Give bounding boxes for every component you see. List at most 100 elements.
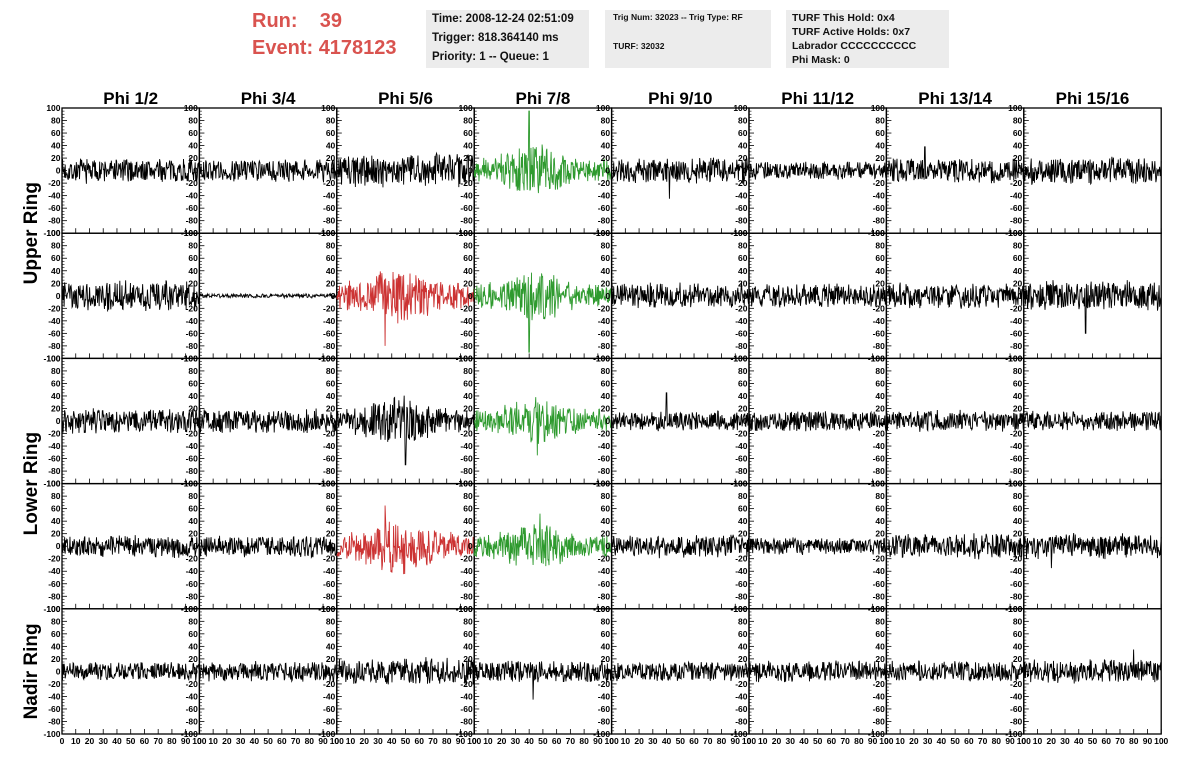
waveform-trace <box>61 408 200 434</box>
y-tick-label: -40 <box>48 191 61 201</box>
y-tick-label: -60 <box>598 328 611 338</box>
y-tick-label: -60 <box>323 579 336 589</box>
y-tick-label: 100 <box>596 228 610 238</box>
y-tick-label: -80 <box>1010 466 1023 476</box>
y-tick-label: -60 <box>873 328 886 338</box>
y-tick-label: -60 <box>873 454 886 464</box>
y-tick-label: 80 <box>51 366 61 376</box>
y-tick-label: -60 <box>1010 454 1023 464</box>
y-tick-label: -20 <box>323 554 336 564</box>
y-tick-label: 80 <box>738 491 748 501</box>
y-tick-label: -20 <box>735 429 748 439</box>
y-tick-label: -40 <box>460 441 473 451</box>
y-tick-label: 40 <box>1013 391 1023 401</box>
y-tick-label: -80 <box>1010 216 1023 226</box>
y-tick-label: 80 <box>463 491 473 501</box>
y-tick-label: -60 <box>873 704 886 714</box>
y-tick-label: 80 <box>1013 616 1023 626</box>
y-tick-label: 60 <box>1013 629 1023 639</box>
x-tick-label: 20 <box>1047 736 1057 746</box>
y-tick-label: 100 <box>596 103 610 113</box>
y-tick-label: 60 <box>326 378 336 388</box>
y-tick-label: 40 <box>188 266 198 276</box>
ring-label: Nadir Ring <box>21 623 42 719</box>
x-tick-label: 0 <box>747 736 752 746</box>
x-tick-label: 70 <box>840 736 850 746</box>
y-tick-label: 100 <box>1008 228 1022 238</box>
column-header: Phi 5/6 <box>378 89 433 108</box>
x-tick-label: 70 <box>291 736 301 746</box>
x-tick-label: 80 <box>717 736 727 746</box>
waveform-trace <box>61 157 200 184</box>
y-tick-label: 80 <box>601 241 611 251</box>
y-tick-label: 0 <box>468 541 473 551</box>
y-tick-label: 80 <box>1013 366 1023 376</box>
x-tick-label: 90 <box>456 736 466 746</box>
y-tick-label: -60 <box>598 454 611 464</box>
y-tick-label: 40 <box>326 266 336 276</box>
y-tick-label: 60 <box>463 253 473 263</box>
x-tick-label: 0 <box>60 736 65 746</box>
y-tick-label: 40 <box>875 516 885 526</box>
y-tick-label: 20 <box>601 403 611 413</box>
y-tick-label: -40 <box>460 691 473 701</box>
y-tick-label: 100 <box>184 103 198 113</box>
x-tick-label: 100 <box>605 736 619 746</box>
waveform-trace <box>473 272 613 353</box>
y-tick-label: -80 <box>323 341 336 351</box>
y-tick-label: 0 <box>743 666 748 676</box>
y-tick-label: -20 <box>460 178 473 188</box>
y-tick-label: 20 <box>326 403 336 413</box>
y-tick-label: -80 <box>735 216 748 226</box>
y-tick-label: -40 <box>1010 566 1023 576</box>
y-tick-label: 60 <box>188 128 198 138</box>
y-tick-label: 60 <box>463 629 473 639</box>
y-tick-label: 40 <box>1013 516 1023 526</box>
y-tick-label: 20 <box>738 153 748 163</box>
y-tick-label: 60 <box>601 629 611 639</box>
y-tick-label: -20 <box>460 554 473 564</box>
y-tick-label: 0 <box>605 666 610 676</box>
y-tick-label: -60 <box>186 579 199 589</box>
y-tick-label: -60 <box>323 203 336 213</box>
y-tick-label: 0 <box>468 291 473 301</box>
waveform-trace <box>611 282 750 309</box>
y-tick-label: 100 <box>459 353 473 363</box>
y-tick-label: 20 <box>601 278 611 288</box>
y-tick-label: -40 <box>1010 316 1023 326</box>
y-tick-label: 60 <box>601 253 611 263</box>
y-tick-label: -20 <box>735 679 748 689</box>
y-tick-label: -40 <box>323 191 336 201</box>
y-tick-label: 0 <box>331 166 336 176</box>
x-tick-label: 20 <box>772 736 782 746</box>
y-tick-label: -40 <box>735 691 748 701</box>
y-tick-label: 40 <box>326 641 336 651</box>
y-tick-label: 80 <box>188 116 198 126</box>
y-tick-label: 40 <box>738 641 748 651</box>
y-tick-label: 80 <box>1013 491 1023 501</box>
y-tick-label: 100 <box>46 353 60 363</box>
x-tick-label: 90 <box>1005 736 1015 746</box>
y-tick-label: 60 <box>738 629 748 639</box>
y-tick-label: 20 <box>326 153 336 163</box>
y-tick-label: -40 <box>1010 441 1023 451</box>
y-tick-label: 100 <box>1008 604 1022 614</box>
waveform-trace <box>1023 649 1162 684</box>
y-tick-label: 100 <box>871 604 885 614</box>
x-tick-label: 40 <box>662 736 672 746</box>
x-tick-label: 70 <box>153 736 163 746</box>
x-tick-label: 20 <box>360 736 370 746</box>
y-tick-label: -60 <box>873 579 886 589</box>
x-tick-label: 30 <box>648 736 658 746</box>
y-tick-label: -60 <box>460 454 473 464</box>
y-tick-label: 60 <box>326 504 336 514</box>
x-tick-label: 60 <box>552 736 562 746</box>
y-tick-label: 0 <box>605 291 610 301</box>
x-tick-label: 60 <box>1102 736 1112 746</box>
y-tick-label: -40 <box>48 316 61 326</box>
y-tick-label: 80 <box>463 366 473 376</box>
y-tick-label: -40 <box>873 316 886 326</box>
event-value: 4178123 <box>318 37 397 59</box>
y-tick-label: 0 <box>193 291 198 301</box>
y-tick-label: 40 <box>875 141 885 151</box>
